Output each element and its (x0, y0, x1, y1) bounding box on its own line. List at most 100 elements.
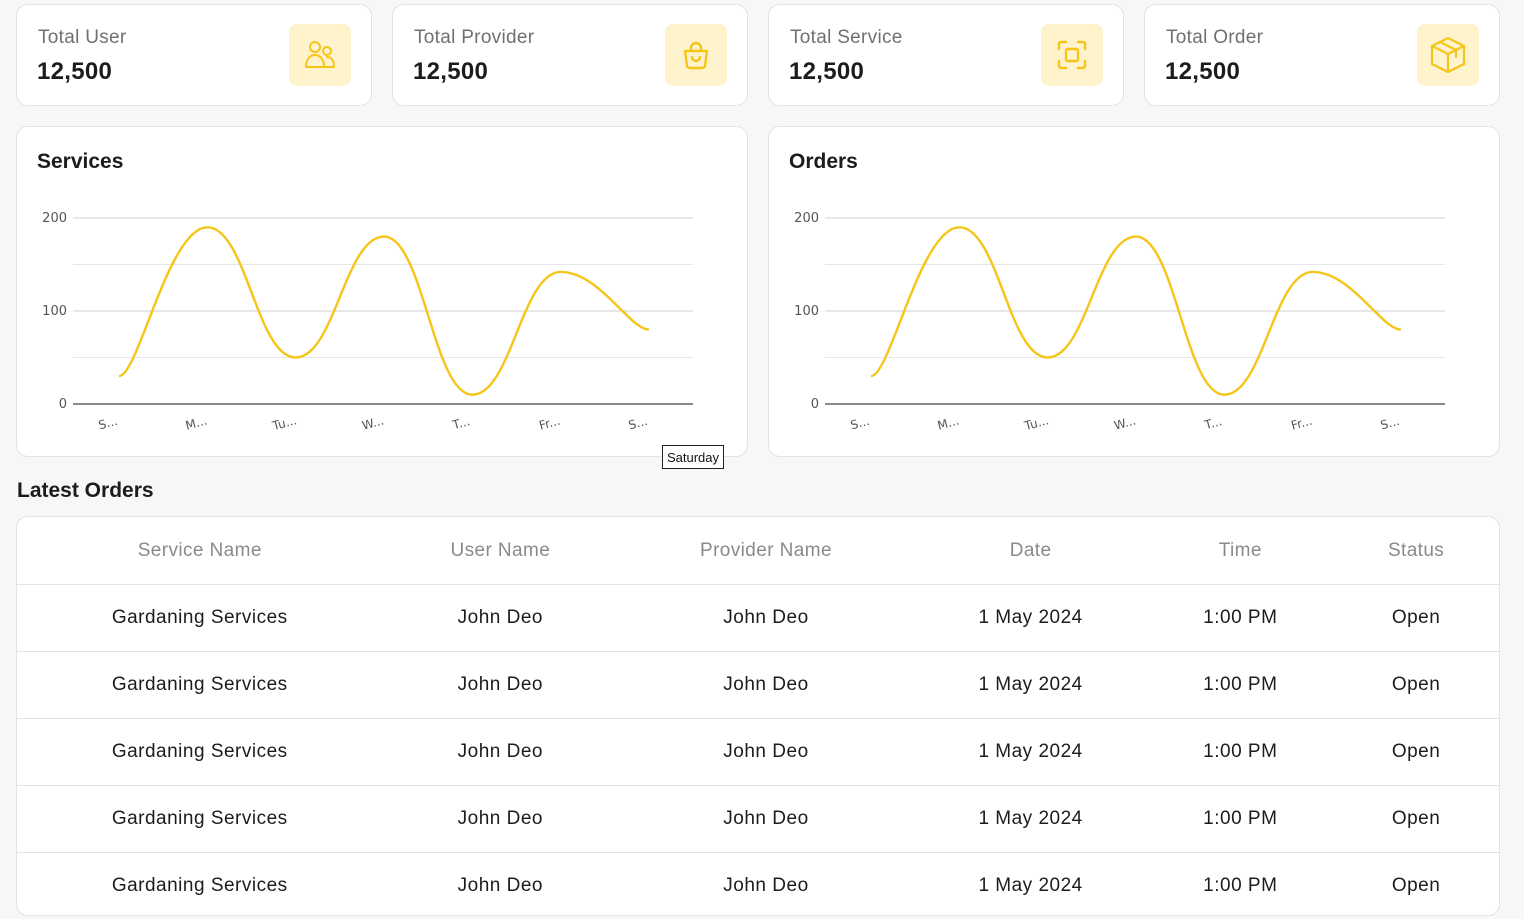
table-header-row: Service Name User Name Provider Name Dat… (17, 517, 1499, 585)
shopping-bag-icon (665, 24, 727, 86)
cell-status: Open (1333, 719, 1499, 786)
data-point[interactable] (1132, 233, 1140, 241)
x-tick-label: W... (361, 414, 386, 433)
column-header-date[interactable]: Date (914, 517, 1148, 585)
cell-service-name: Gardaning Services (17, 652, 383, 719)
cell-user-name: John Deo (383, 585, 619, 652)
data-point[interactable] (1397, 326, 1405, 334)
cell-service-name: Gardaning Services (17, 786, 383, 853)
stat-card-total-order: Total Order 12,500 (1144, 4, 1500, 106)
x-tick-label: M... (184, 414, 209, 433)
cell-time: 1:00 PM (1147, 853, 1333, 919)
stat-value: 12,500 (1165, 58, 1240, 86)
cell-provider-name: John Deo (618, 786, 914, 853)
services-line-chart[interactable]: 0 100 200 S... M... Tu... W... T... Fr... S... (17, 127, 747, 456)
data-point[interactable] (1220, 391, 1228, 399)
cell-service-name: Gardaning Services (17, 719, 383, 786)
cell-date: 1 May 2024 (914, 853, 1148, 919)
cell-date: 1 May 2024 (914, 585, 1148, 652)
stat-label: Total Order (1166, 27, 1263, 49)
y-tick-label: 200 (794, 211, 819, 226)
column-header-time[interactable]: Time (1147, 517, 1333, 585)
column-header-user-name[interactable]: User Name (383, 517, 619, 585)
data-point[interactable] (955, 223, 963, 231)
cell-date: 1 May 2024 (914, 652, 1148, 719)
cell-time: 1:00 PM (1147, 652, 1333, 719)
table-row[interactable]: Gardaning Services John Deo John Deo 1 M… (17, 585, 1499, 652)
latest-orders-table-card: Service Name User Name Provider Name Dat… (16, 516, 1500, 916)
latest-orders-table: Service Name User Name Provider Name Dat… (17, 517, 1499, 919)
stat-label: Total User (38, 27, 127, 49)
cell-user-name: John Deo (383, 786, 619, 853)
cell-provider-name: John Deo (618, 652, 914, 719)
y-tick-label: 100 (794, 304, 819, 319)
data-point[interactable] (115, 372, 123, 380)
scan-frame-icon (1041, 24, 1103, 86)
cell-provider-name: John Deo (618, 719, 914, 786)
y-tick-label: 0 (811, 397, 819, 412)
stat-label: Total Provider (414, 27, 534, 49)
cell-time: 1:00 PM (1147, 719, 1333, 786)
chart-tooltip: Saturday (662, 445, 724, 469)
cell-date: 1 May 2024 (914, 786, 1148, 853)
cell-user-name: John Deo (383, 652, 619, 719)
data-point[interactable] (645, 326, 653, 334)
x-tick-label: Fr... (1290, 414, 1314, 433)
y-tick-label: 200 (42, 211, 67, 226)
data-point[interactable] (292, 354, 300, 362)
x-tick-label: Tu... (1022, 413, 1050, 433)
stat-card-total-provider: Total Provider 12,500 (392, 4, 748, 106)
stat-value: 12,500 (37, 58, 112, 86)
x-tick-label: S... (1379, 414, 1401, 432)
table-row[interactable]: Gardaning Services John Deo John Deo 1 M… (17, 652, 1499, 719)
x-tick-label: S... (849, 414, 871, 432)
x-tick-label: W... (1113, 414, 1138, 433)
cell-status: Open (1333, 853, 1499, 919)
cell-provider-name: John Deo (618, 585, 914, 652)
data-point[interactable] (203, 223, 211, 231)
x-tick-label: Fr... (538, 414, 562, 433)
x-tick-label: T... (450, 414, 471, 432)
data-point[interactable] (468, 391, 476, 399)
x-tick-label: S... (627, 414, 649, 432)
y-tick-label: 100 (42, 304, 67, 319)
table-row[interactable]: Gardaning Services John Deo John Deo 1 M… (17, 853, 1499, 919)
cell-status: Open (1333, 652, 1499, 719)
latest-orders-title: Latest Orders (17, 479, 154, 503)
cell-service-name: Gardaning Services (17, 585, 383, 652)
orders-line-chart[interactable]: 0 100 200 S... M... Tu... W... T... Fr... S... (769, 127, 1499, 456)
cell-provider-name: John Deo (618, 853, 914, 919)
cell-service-name: Gardaning Services (17, 853, 383, 919)
data-point[interactable] (1044, 354, 1052, 362)
x-tick-label: T... (1202, 414, 1223, 432)
x-tick-label: M... (936, 414, 961, 433)
box-icon (1417, 24, 1479, 86)
cell-status: Open (1333, 585, 1499, 652)
stat-value: 12,500 (413, 58, 488, 86)
cell-user-name: John Deo (383, 719, 619, 786)
stat-card-total-user: Total User 12,500 (16, 4, 372, 106)
column-header-status[interactable]: Status (1333, 517, 1499, 585)
cell-time: 1:00 PM (1147, 786, 1333, 853)
data-point[interactable] (557, 268, 565, 276)
stat-value: 12,500 (789, 58, 864, 86)
cell-user-name: John Deo (383, 853, 619, 919)
users-icon (289, 24, 351, 86)
y-tick-label: 0 (59, 397, 67, 412)
data-point[interactable] (380, 233, 388, 241)
x-tick-label: Tu... (270, 413, 298, 433)
x-tick-label: S... (97, 414, 119, 432)
table-row[interactable]: Gardaning Services John Deo John Deo 1 M… (17, 719, 1499, 786)
table-row[interactable]: Gardaning Services John Deo John Deo 1 M… (17, 786, 1499, 853)
cell-status: Open (1333, 786, 1499, 853)
cell-date: 1 May 2024 (914, 719, 1148, 786)
data-point[interactable] (867, 372, 875, 380)
column-header-service-name[interactable]: Service Name (17, 517, 383, 585)
column-header-provider-name[interactable]: Provider Name (618, 517, 914, 585)
cell-time: 1:00 PM (1147, 585, 1333, 652)
stat-label: Total Service (790, 27, 903, 49)
data-point[interactable] (1309, 268, 1317, 276)
stat-card-total-service: Total Service 12,500 (768, 4, 1124, 106)
